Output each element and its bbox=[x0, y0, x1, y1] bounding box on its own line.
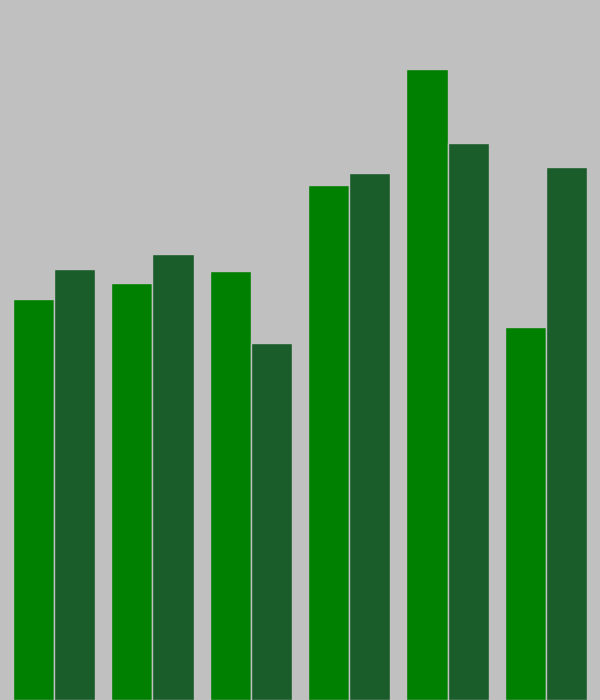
Bar bbox=[209, 272, 251, 700]
Bar bbox=[152, 254, 194, 700]
Bar bbox=[349, 173, 391, 700]
Bar bbox=[251, 343, 292, 700]
Bar bbox=[308, 186, 349, 700]
Bar bbox=[54, 269, 95, 700]
Bar bbox=[406, 69, 448, 700]
Bar bbox=[13, 300, 54, 700]
Bar bbox=[448, 143, 489, 700]
Bar bbox=[505, 327, 546, 700]
Bar bbox=[546, 167, 587, 700]
Bar bbox=[111, 284, 152, 700]
